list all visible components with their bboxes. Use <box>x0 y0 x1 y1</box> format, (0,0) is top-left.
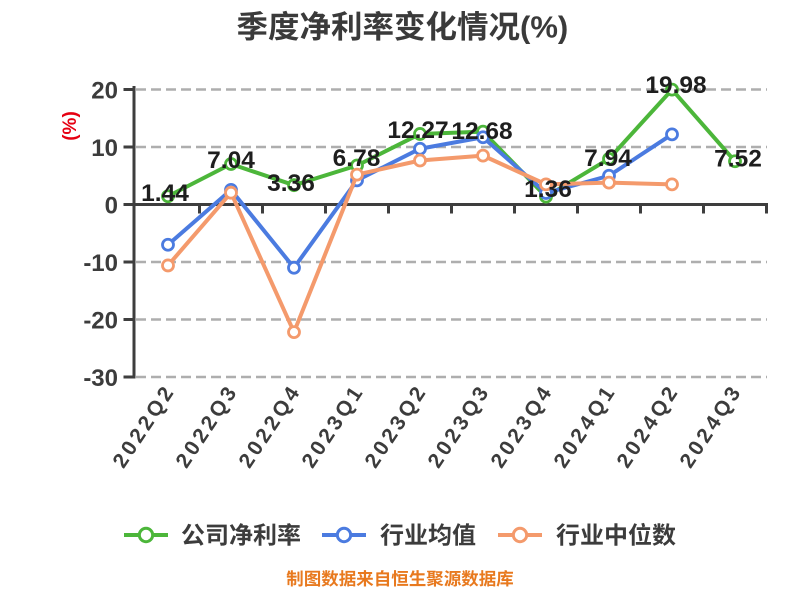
svg-text:7.52: 7.52 <box>714 146 762 173</box>
svg-text:2023Q3: 2023Q3 <box>423 380 495 472</box>
svg-text:2023Q1: 2023Q1 <box>297 380 369 472</box>
svg-text:2022Q2: 2022Q2 <box>108 380 180 472</box>
svg-text:7.94: 7.94 <box>584 145 632 172</box>
svg-text:-20: -20 <box>83 307 118 334</box>
svg-text:6.78: 6.78 <box>333 145 381 172</box>
svg-text:7.04: 7.04 <box>207 147 255 174</box>
svg-text:12.68: 12.68 <box>451 118 512 145</box>
svg-text:2024Q3: 2024Q3 <box>675 380 747 472</box>
svg-text:2022Q4: 2022Q4 <box>234 380 306 472</box>
svg-text:1.36: 1.36 <box>524 176 572 203</box>
svg-text:10: 10 <box>91 135 118 162</box>
svg-text:-10: -10 <box>83 250 118 277</box>
svg-text:-30: -30 <box>83 365 118 392</box>
svg-text:0: 0 <box>105 192 118 219</box>
svg-text:2024Q2: 2024Q2 <box>612 380 684 472</box>
svg-text:2024Q1: 2024Q1 <box>549 380 621 472</box>
svg-text:3.36: 3.36 <box>267 170 315 197</box>
svg-text:20: 20 <box>91 77 118 104</box>
svg-text:2023Q2: 2023Q2 <box>360 380 432 472</box>
svg-text:19.98: 19.98 <box>645 72 706 99</box>
svg-text:12.27: 12.27 <box>387 117 448 144</box>
svg-text:(%): (%) <box>60 111 81 141</box>
svg-text:1.44: 1.44 <box>141 180 189 207</box>
svg-text:2022Q3: 2022Q3 <box>171 380 243 472</box>
svg-text:2023Q4: 2023Q4 <box>486 380 558 472</box>
svg-text:(%): (%) <box>520 10 568 45</box>
